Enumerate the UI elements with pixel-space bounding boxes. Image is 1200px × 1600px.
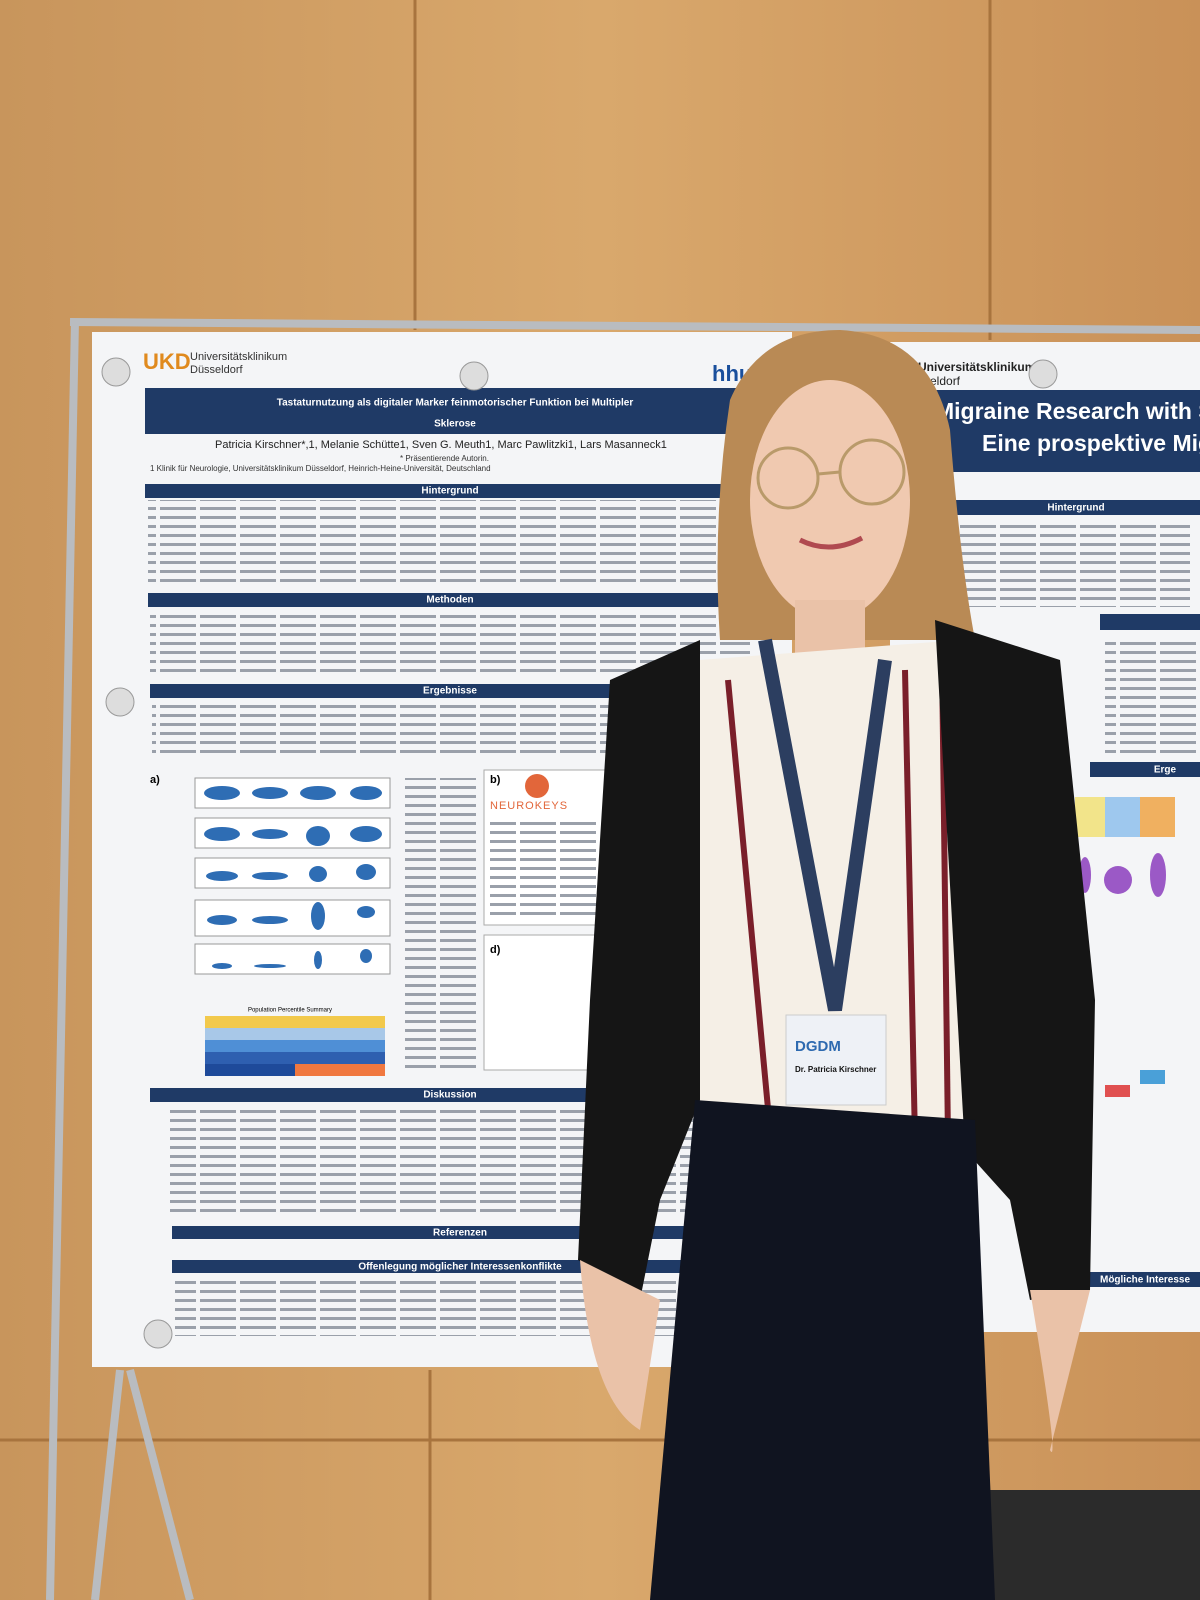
person: DGDM Dr. Patricia Kirschner: [578, 330, 1095, 1600]
authors: Patricia Kirschner*,1, Melanie Schütte1,…: [215, 439, 667, 451]
section-heading: Ergebnisse: [423, 686, 477, 697]
floor-mat: [990, 1490, 1200, 1600]
body-text: [960, 522, 1190, 607]
panel-label: a): [150, 774, 160, 786]
title-band: [145, 388, 755, 434]
pin: [1028, 359, 1058, 389]
badge: [785, 1014, 887, 1106]
panel-label: d): [490, 944, 501, 956]
hand: [580, 1260, 660, 1430]
badge-name: Dr. Patricia Kirschner: [795, 1065, 876, 1074]
logo-name: Universitätsklinikum: [918, 360, 1035, 374]
section-bar: [1090, 1272, 1200, 1287]
poster-title: Sklerose: [434, 419, 476, 430]
section-heading: Diskussion: [423, 1090, 476, 1101]
affiliation: 1 Klinik für Neurologie, Universitätskli…: [150, 464, 491, 473]
mouth: [798, 535, 864, 550]
figure-title: Population Percentile Summary: [248, 1008, 332, 1014]
result-figure: [1075, 797, 1175, 1097]
section-heading: Methoden: [426, 595, 473, 606]
section-bar: [148, 593, 748, 607]
pins: [101, 357, 489, 1349]
glasses: [756, 438, 906, 510]
poster-title: Migraine Research with Sm: [935, 398, 1200, 424]
logo: UKD: [143, 349, 191, 374]
section-bar: [150, 684, 750, 698]
badge-logo: DGDM: [795, 1038, 841, 1055]
section-bar: [145, 484, 755, 498]
brand: NEUROKEYS: [490, 800, 568, 812]
heatmap: [205, 1016, 385, 1076]
body-text: [148, 500, 748, 586]
logo-name: Düsseldorf: [190, 364, 244, 376]
app-text: [490, 820, 600, 920]
hand: [1030, 1290, 1090, 1452]
section-heading: Mögliche Interesse: [1100, 1275, 1190, 1286]
panel-label: b): [490, 774, 501, 786]
logo-name: Universitätsklinikum: [190, 351, 287, 363]
body-text: [1105, 640, 1200, 755]
section-bar: [1090, 762, 1200, 777]
figure-caption: [405, 778, 480, 1068]
body-text: [175, 1276, 750, 1336]
section-heading: Hintergrund: [421, 486, 478, 497]
violin-plots: [194, 777, 391, 975]
note: * Präsentierende Autorin.: [400, 454, 489, 463]
poster-stand: [46, 318, 1200, 1600]
poster-title: Eine prospektive Migr: [982, 430, 1200, 456]
section-heading: Erge: [1154, 765, 1177, 776]
poster-title: Tastaturnutzung als digitaler Marker fei…: [277, 398, 634, 409]
cardigan-left: [578, 640, 700, 1300]
section-heading: Hintergrund: [1047, 503, 1104, 514]
trousers: [650, 1100, 995, 1600]
section-heading: Offenlegung möglicher Interessenkonflikt…: [358, 1262, 562, 1273]
section-bar: [1100, 614, 1200, 630]
app-icon: [525, 774, 549, 798]
lanyard: [758, 638, 892, 1012]
section-bar: [950, 500, 1200, 515]
section-heading: Referenzen: [433, 1228, 487, 1239]
